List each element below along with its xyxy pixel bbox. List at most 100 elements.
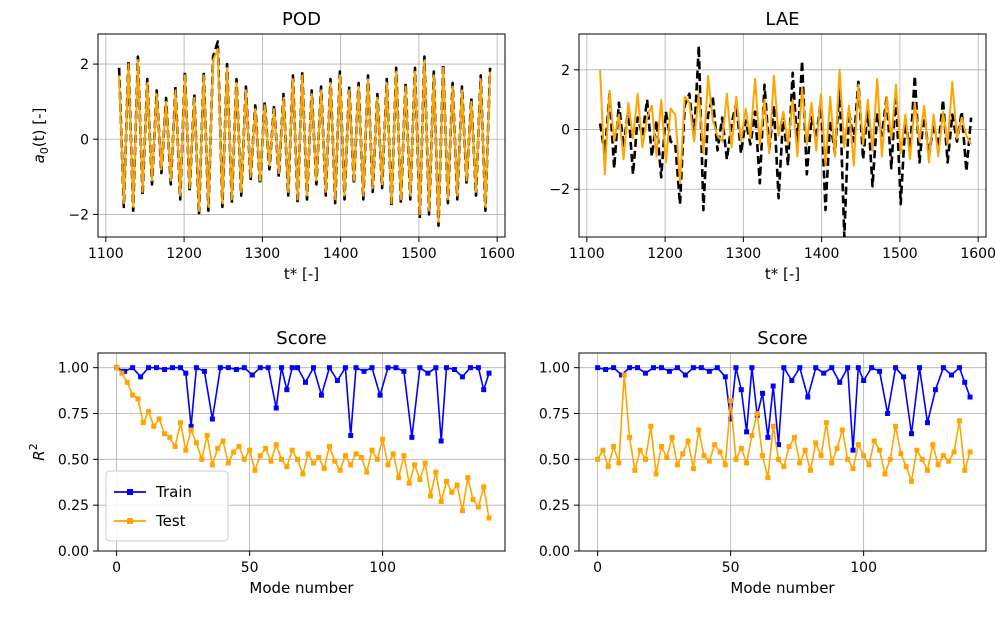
- data-point-test: [813, 440, 819, 446]
- data-point-test: [433, 469, 439, 475]
- data-point-train: [334, 378, 340, 383]
- data-point-test: [364, 469, 370, 475]
- y-tick-label: 0.75: [58, 407, 89, 423]
- y-label-sup: 2: [27, 443, 40, 450]
- series-line-train: [116, 366, 490, 442]
- data-point-test: [358, 455, 364, 460]
- data-point-test: [422, 460, 428, 466]
- data-point-test: [263, 445, 269, 451]
- data-point-train: [962, 379, 968, 385]
- y-tick-label: 0.25: [58, 498, 89, 514]
- data-point-test: [380, 436, 386, 442]
- data-point-train: [273, 405, 279, 411]
- data-point-test: [595, 456, 601, 462]
- data-point-train: [770, 383, 776, 389]
- x-tick-label: 1500: [882, 246, 918, 262]
- data-point-test: [674, 462, 680, 468]
- data-point-test: [802, 447, 808, 453]
- data-point-train: [797, 365, 803, 371]
- data-point-test: [611, 444, 617, 449]
- y-tick-label: 0: [561, 123, 570, 139]
- data-point-test: [776, 456, 782, 462]
- data-point-test: [252, 467, 258, 473]
- data-point-test: [231, 449, 237, 455]
- data-point-train: [130, 365, 136, 371]
- data-point-train: [698, 365, 704, 371]
- data-point-test: [268, 458, 274, 464]
- data-point-train: [425, 370, 431, 376]
- data-point-test: [183, 447, 189, 453]
- data-point-test: [459, 508, 465, 514]
- data-point-test: [967, 449, 973, 455]
- legend-label-train: Train: [155, 483, 192, 501]
- data-point-train: [193, 365, 199, 371]
- data-point-test: [754, 411, 760, 416]
- data-point-test: [135, 396, 141, 402]
- data-point-test: [465, 475, 471, 481]
- data-point-train: [122, 368, 128, 374]
- data-point-test: [162, 431, 168, 437]
- data-point-train: [289, 365, 295, 371]
- data-point-test: [348, 462, 354, 468]
- data-point-test: [412, 462, 418, 468]
- data-point-train: [138, 374, 144, 380]
- data-point-test: [797, 460, 803, 466]
- x-tick-label: 1300: [726, 246, 762, 262]
- data-point-train: [722, 374, 728, 380]
- data-point-test: [770, 423, 776, 429]
- data-point-train: [279, 365, 285, 371]
- x-tick-label: 1200: [166, 246, 202, 262]
- data-point-test: [220, 438, 226, 444]
- data-point-train: [789, 378, 795, 383]
- data-point-train: [353, 365, 359, 371]
- x-tick-label: 50: [241, 560, 259, 576]
- data-point-test: [632, 467, 638, 473]
- legend-box: [105, 470, 229, 542]
- data-point-test: [209, 462, 215, 468]
- data-point-train: [666, 368, 672, 374]
- y-tick-label: 0.50: [58, 452, 89, 468]
- data-point-test: [855, 442, 861, 448]
- data-point-test: [669, 434, 675, 440]
- data-point-test: [600, 447, 606, 453]
- data-point-test: [861, 453, 867, 459]
- data-point-train: [369, 365, 375, 371]
- data-point-train: [855, 365, 861, 371]
- data-point-train: [443, 365, 449, 371]
- data-point-train: [318, 392, 324, 398]
- subplot-title: Score: [757, 328, 807, 349]
- data-point-train: [257, 365, 263, 371]
- data-point-train: [265, 365, 271, 371]
- x-tick-label: 0: [112, 560, 121, 576]
- data-point-test: [454, 482, 460, 488]
- data-point-train: [967, 394, 973, 400]
- data-point-train: [438, 438, 444, 444]
- data-point-test: [701, 453, 707, 459]
- data-point-test: [332, 458, 338, 464]
- data-point-test: [295, 456, 301, 462]
- y-label-sub: 0: [38, 147, 51, 154]
- data-point-test: [140, 420, 146, 426]
- data-point-test: [605, 464, 611, 470]
- data-point-test: [417, 477, 423, 482]
- legend-swatch-marker-test: [127, 518, 133, 524]
- data-point-test: [818, 453, 824, 459]
- data-point-test: [706, 458, 712, 464]
- data-point-train: [451, 367, 457, 372]
- data-point-test: [717, 449, 723, 455]
- data-point-test: [146, 409, 152, 415]
- prediction-line: [118, 48, 492, 223]
- data-point-test: [305, 451, 311, 457]
- data-point-train: [611, 365, 617, 371]
- data-point-test: [653, 471, 659, 477]
- data-point-test: [712, 442, 718, 448]
- data-point-train: [829, 365, 835, 371]
- data-point-test: [114, 365, 120, 371]
- data-point-test: [204, 433, 210, 438]
- data-point-test: [236, 444, 242, 449]
- data-point-train: [154, 365, 160, 371]
- data-point-test: [119, 370, 125, 376]
- data-point-test: [871, 438, 877, 444]
- y-label-rest: (t) [-]: [30, 108, 48, 147]
- data-point-train: [714, 365, 720, 371]
